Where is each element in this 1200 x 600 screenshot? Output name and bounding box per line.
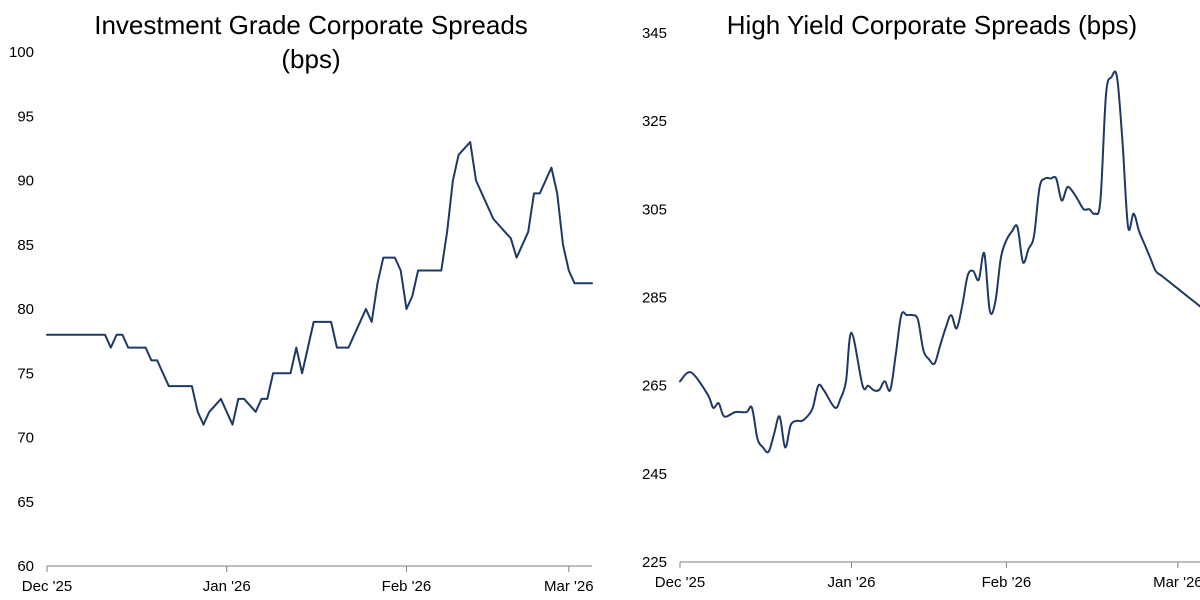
x-tick-label: Jan '26 bbox=[203, 578, 251, 595]
x-tick-label: Mar '26 bbox=[1153, 574, 1200, 591]
y-tick-label: 285 bbox=[642, 290, 667, 307]
high-yield-chart: High Yield Corporate Spreads (bps) 225 245… bbox=[642, 10, 1200, 591]
chart-title: High Yield Corporate Spreads (bps) bbox=[727, 10, 1137, 40]
chart-title: (bps) bbox=[281, 44, 340, 74]
y-tick-label: 65 bbox=[17, 494, 34, 511]
y-tick-label: 95 bbox=[17, 108, 34, 125]
x-tick-label: Feb '26 bbox=[982, 574, 1032, 591]
y-tick-label: 225 bbox=[642, 554, 667, 571]
series-line bbox=[679, 70, 1200, 454]
chart-title: Investment Grade Corporate Spreads bbox=[94, 10, 528, 40]
x-tick-label: Mar '26 bbox=[544, 578, 594, 595]
y-tick-label: 325 bbox=[642, 113, 667, 130]
y-tick-label: 80 bbox=[17, 301, 34, 318]
x-tick-label: Dec '25 bbox=[655, 574, 705, 591]
y-tick-label: 100 bbox=[9, 44, 34, 61]
y-tick-label: 265 bbox=[642, 378, 667, 395]
investment-grade-chart: Investment Grade Corporate Spreads (bps) 6… bbox=[9, 10, 594, 595]
y-tick-label: 75 bbox=[17, 365, 34, 382]
y-tick-label: 85 bbox=[17, 237, 34, 254]
y-tick-label: 70 bbox=[17, 430, 34, 447]
y-tick-label: 245 bbox=[642, 466, 667, 483]
x-tick-label: Feb '26 bbox=[382, 578, 432, 595]
y-tick-label: 90 bbox=[17, 173, 34, 190]
y-tick-label: 60 bbox=[17, 558, 34, 575]
y-tick-label: 345 bbox=[642, 25, 667, 42]
x-tick-label: Jan '26 bbox=[828, 574, 876, 591]
series-line bbox=[46, 141, 593, 426]
x-tick-label: Dec '25 bbox=[22, 578, 72, 595]
y-tick-label: 305 bbox=[642, 201, 667, 218]
